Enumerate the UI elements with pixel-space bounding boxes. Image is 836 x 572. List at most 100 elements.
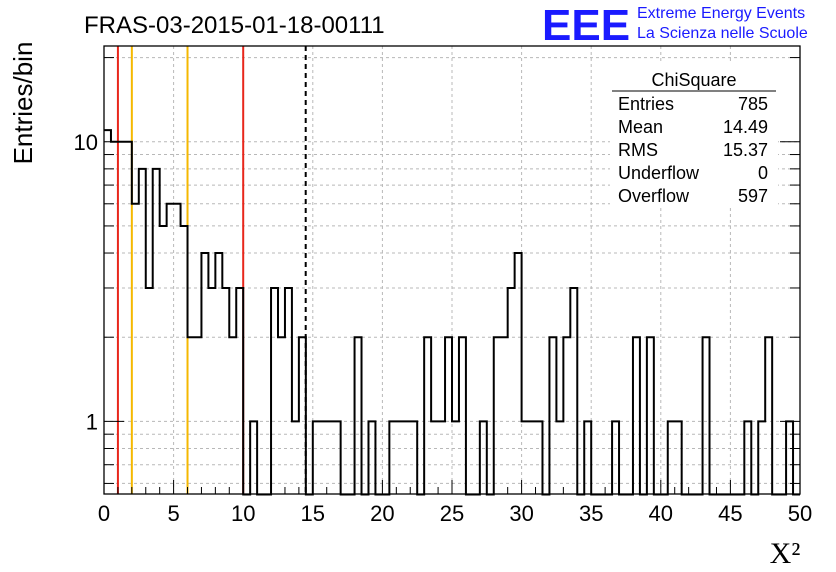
x-tick-label: 35 <box>579 501 603 526</box>
logo-mark: EEE <box>542 1 630 50</box>
histogram-bin <box>473 46 480 494</box>
stats-label-overflow: Overflow <box>618 186 690 206</box>
histogram-bin <box>438 46 445 494</box>
histogram-bin <box>563 46 570 494</box>
histogram-bin <box>375 46 382 494</box>
stats-value-rms: 15.37 <box>723 140 768 160</box>
histogram-bin <box>341 46 348 494</box>
histogram-bin <box>160 46 167 494</box>
x-tick-label: 15 <box>301 501 325 526</box>
histogram-bin <box>139 46 146 494</box>
histogram-bin <box>271 46 278 494</box>
histogram-bin <box>264 46 271 494</box>
histogram-bin <box>368 46 375 494</box>
x-tick-label: 50 <box>788 501 812 526</box>
stats-label-entries: Entries <box>618 94 674 114</box>
stats-value-mean: 14.49 <box>723 117 768 137</box>
histogram-bin <box>431 46 438 494</box>
x-tick-label: 45 <box>718 501 742 526</box>
stats-value-overflow: 597 <box>738 186 768 206</box>
histogram-bin <box>403 46 410 494</box>
stats-box: ChiSquare Entries 785 Mean 14.49 RMS 15.… <box>610 64 778 208</box>
histogram-bin <box>466 46 473 494</box>
stats-label-underflow: Underflow <box>618 163 700 183</box>
histogram-bin <box>146 46 153 494</box>
histogram-bin <box>536 46 543 494</box>
histogram-bin <box>222 46 229 494</box>
histogram-bin <box>236 46 243 494</box>
histogram-bin <box>327 46 334 494</box>
x-tick-label: 30 <box>509 501 533 526</box>
histogram-bin <box>167 46 174 494</box>
plot-frame <box>103 45 801 495</box>
histogram-bin <box>201 46 208 494</box>
x-tick-label: 40 <box>649 501 673 526</box>
histogram-bin <box>389 46 396 494</box>
stats-value-underflow: 0 <box>758 163 768 183</box>
histogram-bin <box>278 46 285 494</box>
histogram-bin <box>522 46 529 494</box>
histogram-bin <box>515 46 522 494</box>
histogram-series <box>104 46 800 496</box>
histogram-bin <box>348 46 355 494</box>
x-tick-label: 5 <box>167 501 179 526</box>
histogram-bin <box>132 46 139 494</box>
stats-label-rms: RMS <box>618 140 658 160</box>
y-tick-label: 1 <box>86 409 98 434</box>
histogram-bin <box>494 46 501 494</box>
x-tick-label: 10 <box>231 501 255 526</box>
histogram-bin <box>355 46 362 494</box>
histogram-bin <box>786 46 793 494</box>
histogram-bin <box>598 46 605 494</box>
histogram-bin <box>487 46 494 494</box>
histogram-bin <box>215 46 222 494</box>
histogram-bin <box>362 46 369 494</box>
histogram-bin <box>396 46 403 494</box>
histogram-line <box>104 129 800 496</box>
histogram-bin <box>501 46 508 494</box>
histogram-bin <box>480 46 487 494</box>
histogram-bin <box>104 46 111 494</box>
histogram-bin <box>229 46 236 494</box>
histogram-bin <box>779 46 786 494</box>
logo-line-1: Extreme Energy Events <box>637 5 805 22</box>
histogram-bin <box>181 46 188 494</box>
logo-line-2: La Scienza nelle Scuole <box>637 25 808 42</box>
histogram-bin <box>153 46 160 494</box>
histogram-bin <box>334 46 341 494</box>
histogram-bin <box>292 46 299 494</box>
histogram-bin <box>542 46 549 494</box>
histogram-bin <box>570 46 577 494</box>
stats-value-entries: 785 <box>738 94 768 114</box>
histogram-bin <box>445 46 452 494</box>
histogram-bin <box>188 46 195 494</box>
histogram-bin <box>250 46 257 494</box>
histogram-bin <box>125 46 132 494</box>
histogram-bin <box>529 46 536 494</box>
histogram-bin <box>424 46 431 494</box>
histogram-bin <box>174 46 181 494</box>
histogram-bin <box>299 46 306 494</box>
axis-ticks: 0 5 10 15 20 25 30 35 40 45 50 1 10 <box>74 57 812 526</box>
histogram-bin <box>417 46 424 494</box>
histogram-bin <box>313 46 320 494</box>
histogram-bin <box>508 46 515 494</box>
y-axis-label: Entries/bin <box>8 42 38 165</box>
histogram-bin <box>556 46 563 494</box>
histogram-bin <box>584 46 591 494</box>
histogram-bin <box>111 46 118 494</box>
histogram-bin <box>208 46 215 494</box>
histogram-bin <box>549 46 556 494</box>
x-tick-label: 20 <box>370 501 394 526</box>
histogram-bin <box>793 46 800 494</box>
stats-title: ChiSquare <box>651 70 736 90</box>
x-tick-label: 25 <box>440 501 464 526</box>
histogram-bin <box>410 46 417 494</box>
histogram-bin <box>382 46 389 494</box>
histogram-bin <box>452 46 459 494</box>
x-axis-label: X² <box>770 537 801 570</box>
histogram-bin <box>285 46 292 494</box>
histogram-bin <box>243 46 250 494</box>
eee-logo: EEE Extreme Energy Events La Scienza nel… <box>542 1 808 50</box>
